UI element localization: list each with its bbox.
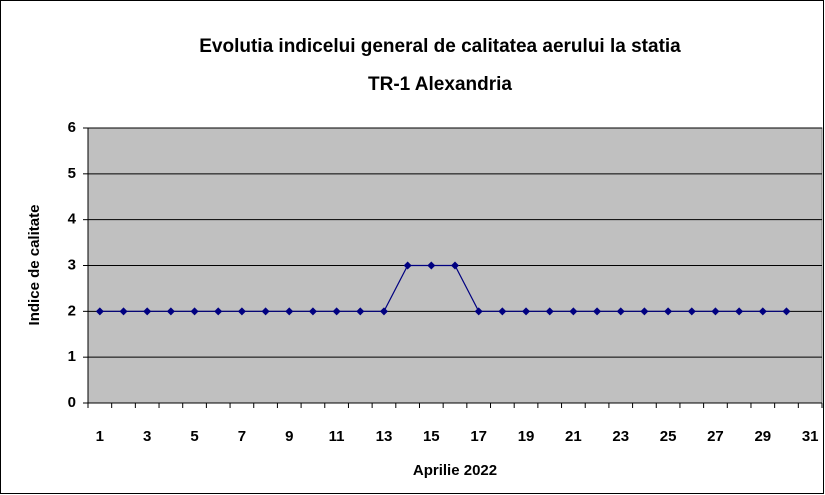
y-tick-label: 6 [68,119,76,136]
data-point [474,307,483,316]
data-point [143,307,152,316]
x-tick-label: 9 [285,428,293,445]
data-point [403,261,412,270]
y-axis-label: Indice de calitate [26,205,43,326]
x-tick-label: 11 [329,428,345,445]
x-axis-label: Aprilie 2022 [413,462,497,479]
x-tick-label: 13 [376,428,393,445]
x-tick-label: 31 [802,428,819,445]
y-tick-label: 0 [68,394,76,411]
y-tick-label: 3 [68,256,76,273]
data-point [427,261,436,270]
data-point [758,307,767,316]
data-point [664,307,673,316]
x-tick-label: 3 [143,428,151,445]
y-tick-label: 2 [68,302,76,319]
data-point [166,307,175,316]
y-tick-label: 1 [68,348,76,365]
data-point [687,307,696,316]
x-tick-label: 17 [470,428,487,445]
y-tick-label: 4 [68,211,77,228]
x-tick-label: 19 [518,428,535,445]
data-point [214,307,223,316]
data-point [735,307,744,316]
data-point [545,307,554,316]
data-point [332,307,341,316]
data-point [261,307,270,316]
data-point [95,307,104,316]
x-tick-label: 23 [612,428,629,445]
data-point [356,307,365,316]
data-point [616,307,625,316]
data-point [119,307,128,316]
x-tick-label: 27 [707,428,724,445]
x-tick-label: 25 [660,428,677,445]
data-point [379,307,388,316]
chart-title: TR-1 Alexandria [368,74,512,95]
data-point [569,307,578,316]
data-point [640,307,649,316]
data-point [285,307,294,316]
x-tick-label: 1 [96,428,104,445]
data-point [498,307,507,316]
chart-title: Evolutia indicelui general de calitatea … [199,36,681,57]
data-point [522,307,531,316]
data-point [782,307,791,316]
x-tick-label: 7 [238,428,246,445]
data-point [190,307,199,316]
x-tick-label: 5 [190,428,198,445]
data-point [237,307,246,316]
data-point [593,307,602,316]
data-point [711,307,720,316]
data-point [451,261,459,270]
data-point [308,307,317,316]
x-tick-label: 29 [754,428,771,445]
x-tick-label: 15 [423,428,440,445]
x-tick-label: 21 [565,428,582,445]
y-tick-label: 5 [68,165,76,182]
